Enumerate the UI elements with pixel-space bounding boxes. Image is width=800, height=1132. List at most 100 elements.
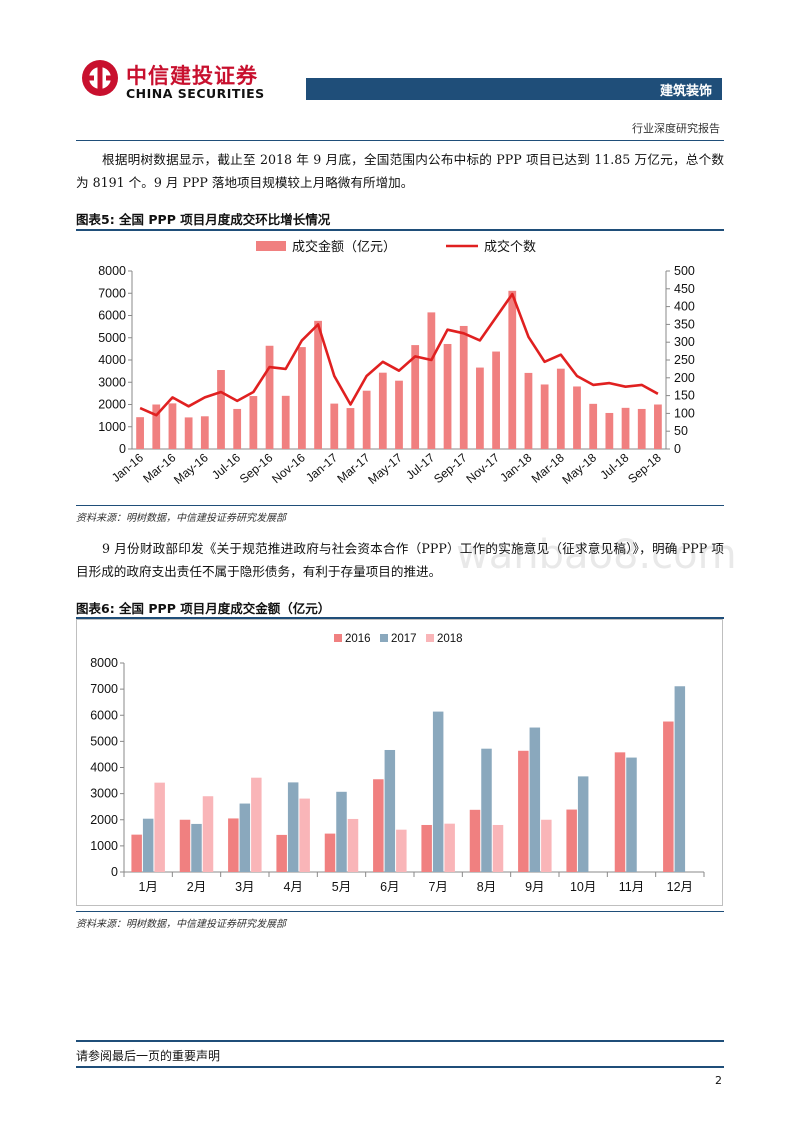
bar-2017-12月 <box>674 686 686 872</box>
y-axis-tick-label: 3000 <box>90 787 118 801</box>
bar-Aug-18 <box>637 408 646 449</box>
x-axis-tick-label: May-16 <box>171 450 211 487</box>
bar-Jul-18 <box>621 407 630 449</box>
bar-Feb-16 <box>152 404 161 449</box>
bar-Apr-18 <box>573 386 581 449</box>
header-divider <box>76 140 724 141</box>
right-axis-tick-label: 300 <box>674 335 695 349</box>
x-axis-tick-label: Sep-16 <box>237 450 276 486</box>
bar-2017-4月 <box>287 782 299 872</box>
bar-Mar-18 <box>556 368 565 449</box>
left-axis-tick-label: 1000 <box>98 420 126 434</box>
x-axis-tick-label: Nov-16 <box>269 450 308 486</box>
x-axis-tick-label: 7月 <box>428 880 447 894</box>
footer-rule-top <box>76 1040 724 1042</box>
bar-Jun-17 <box>411 345 420 449</box>
left-axis-tick-label: 0 <box>119 442 126 456</box>
bar-2018-1月 <box>154 782 165 872</box>
bar-2017-7月 <box>432 711 444 872</box>
right-axis-tick-label: 250 <box>674 353 695 367</box>
left-axis-tick-label: 8000 <box>98 264 126 278</box>
bar-2018-7月 <box>444 823 455 872</box>
x-axis-tick-label: 4月 <box>283 880 302 894</box>
bar-2018-4月 <box>299 798 310 872</box>
y-axis-tick-label: 4000 <box>90 761 118 775</box>
bar-2018-3月 <box>251 777 262 872</box>
bar-2018-8月 <box>492 824 504 872</box>
left-axis-tick-label: 6000 <box>98 309 126 323</box>
bar-2016-12月 <box>663 721 674 872</box>
bar-Dec-16 <box>314 320 322 449</box>
x-axis-tick-label: 9月 <box>525 880 544 894</box>
bar-2016-8月 <box>469 809 481 872</box>
x-axis-tick-label: May-17 <box>365 450 405 487</box>
right-axis-tick-label: 350 <box>674 317 695 331</box>
bar-Dec-17 <box>508 290 517 449</box>
x-axis-tick-label: Jan-18 <box>497 450 534 485</box>
body-paragraph-1: 根据明树数据显示，截止至 2018 年 9 月底，全国范围内公布中标的 PPP … <box>76 152 724 190</box>
legend-swatch-amount <box>256 241 286 251</box>
x-axis-tick-label: Jan-17 <box>303 450 340 485</box>
bar-Sep-16 <box>265 345 274 449</box>
page-number: 2 <box>715 1074 722 1087</box>
bar-Oct-16 <box>281 395 290 449</box>
x-axis-tick-label: 6月 <box>380 880 399 894</box>
logo-chinese-name: 中信建投证券 <box>126 64 258 88</box>
bar-2017-11月 <box>626 757 637 872</box>
x-axis-tick-label: May-18 <box>559 450 599 487</box>
x-axis-tick-label: Mar-17 <box>334 450 372 485</box>
legend-label-count: 成交个数 <box>484 239 536 254</box>
bar-Mar-17 <box>362 390 371 449</box>
bar-2016-1月 <box>131 834 142 872</box>
bar-2016-7月 <box>421 824 432 872</box>
right-axis-tick-label: 100 <box>674 406 695 420</box>
legend-swatch-2016 <box>334 634 342 642</box>
bar-Mar-16 <box>168 403 177 449</box>
bar-2016-10月 <box>566 809 577 872</box>
legend-swatch-2017 <box>380 634 388 642</box>
y-axis-tick-label: 7000 <box>90 682 118 696</box>
bar-Nov-17 <box>492 351 500 449</box>
x-axis-tick-label: Nov-17 <box>463 450 502 486</box>
section-banner: 建筑装饰 <box>306 78 722 100</box>
bar-2017-5月 <box>336 791 347 872</box>
bar-2016-3月 <box>228 818 239 872</box>
x-axis-tick-label: Sep-17 <box>431 450 470 486</box>
section-title: 建筑装饰 <box>659 84 712 99</box>
legend-label-2018: 2018 <box>437 633 463 645</box>
bar-2017-9月 <box>529 727 541 872</box>
x-axis-tick-label: 2月 <box>187 880 206 894</box>
report-type: 行业深度研究报告 <box>632 122 720 135</box>
x-axis-tick-label: 10月 <box>570 880 596 894</box>
figure6-top-rule <box>76 617 724 619</box>
bar-Jun-18 <box>605 412 614 449</box>
bar-Jan-17 <box>330 403 339 449</box>
x-axis-tick-label: 5月 <box>332 880 351 894</box>
disclaimer-note: 请参阅最后一页的重要声明 <box>76 1049 221 1063</box>
right-axis-tick-label: 200 <box>674 371 695 385</box>
x-axis-tick-label: Sep-18 <box>625 450 664 486</box>
figure5-bottom-rule <box>76 505 724 506</box>
legend-label-2017: 2017 <box>391 633 417 645</box>
x-axis-tick-label: 1月 <box>138 880 157 894</box>
x-axis-tick-label: 12月 <box>667 880 693 894</box>
bar-Jan-16 <box>136 417 144 449</box>
x-axis-tick-label: 3月 <box>235 880 254 894</box>
right-axis-tick-label: 0 <box>674 442 681 456</box>
legend-label-amount: 成交金额（亿元） <box>292 239 396 254</box>
bar-Feb-17 <box>346 408 355 449</box>
bar-2018-5月 <box>347 818 359 872</box>
bar-Apr-16 <box>184 417 193 449</box>
bar-2016-6月 <box>373 779 384 872</box>
right-axis-tick-label: 400 <box>674 300 695 314</box>
watermark: wanbao8.com <box>456 532 737 578</box>
x-axis-tick-label: Jan-16 <box>109 450 146 485</box>
bar-Aug-16 <box>249 396 258 449</box>
y-axis-tick-label: 0 <box>111 865 118 879</box>
y-axis-tick-label: 2000 <box>90 813 118 827</box>
bar-2017-8月 <box>481 748 492 872</box>
bar-2016-9月 <box>518 750 529 872</box>
bar-2016-2月 <box>179 819 191 872</box>
right-axis-tick-label: 50 <box>674 424 688 438</box>
bar-2016-11月 <box>614 752 626 872</box>
